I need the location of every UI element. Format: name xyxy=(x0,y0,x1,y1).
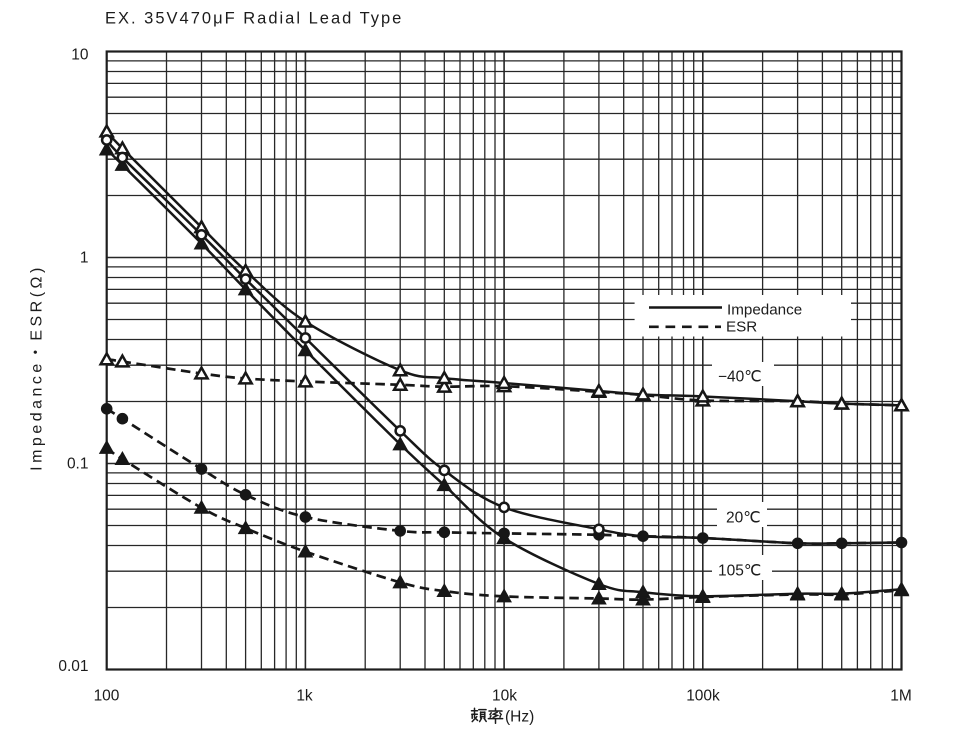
svg-text:ESR: ESR xyxy=(726,319,757,336)
svg-text:1: 1 xyxy=(80,250,89,267)
svg-text:0.1: 0.1 xyxy=(67,456,89,473)
svg-text:0.01: 0.01 xyxy=(58,658,88,675)
svg-text:1M: 1M xyxy=(890,688,912,705)
svg-text:1k: 1k xyxy=(296,688,313,705)
svg-text:105℃: 105℃ xyxy=(718,563,761,580)
svg-text:Impedance・ESR(Ω): Impedance・ESR(Ω) xyxy=(29,264,46,471)
svg-text:EX. 35V470μF Radial Lead Type: EX. 35V470μF Radial Lead Type xyxy=(105,10,403,28)
svg-text:−40℃: −40℃ xyxy=(718,369,762,386)
svg-text:10k: 10k xyxy=(492,688,517,705)
svg-text:10: 10 xyxy=(71,47,89,64)
svg-text:100k: 100k xyxy=(686,688,720,705)
svg-text:20℃: 20℃ xyxy=(726,510,761,527)
svg-text:100: 100 xyxy=(94,688,120,705)
svg-text:Impedance: Impedance xyxy=(727,302,802,319)
svg-text:(Hz): (Hz) xyxy=(505,709,534,726)
